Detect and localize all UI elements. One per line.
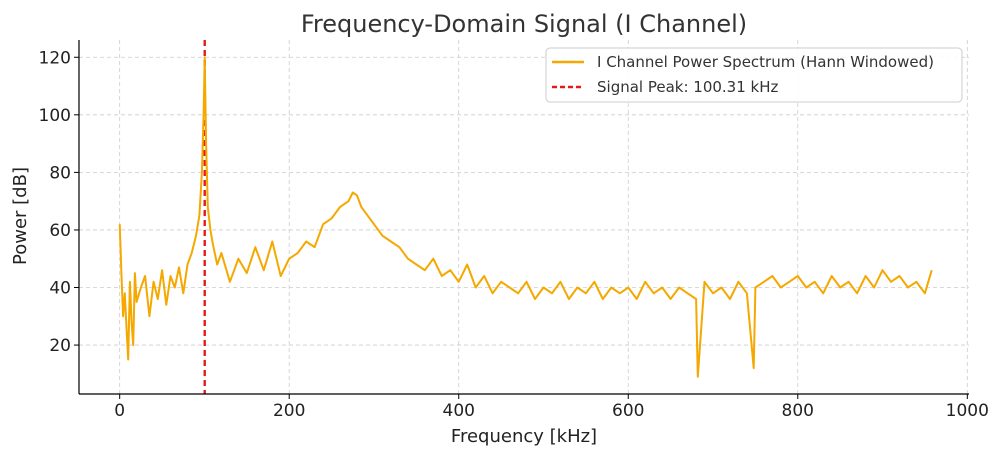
grid [79, 40, 969, 394]
y-tick-label: 100 [39, 106, 71, 126]
axes [74, 40, 969, 399]
y-tick-label: 60 [49, 221, 71, 241]
x-tick-label: 200 [273, 401, 305, 421]
x-tick-label: 1000 [946, 401, 989, 421]
y-axis-label: Power [dB] [10, 167, 31, 265]
x-axis-label: Frequency [kHz] [451, 426, 597, 447]
y-tick-label: 20 [49, 336, 71, 356]
x-tick-label: 400 [443, 401, 475, 421]
y-tick-label: 80 [49, 163, 71, 183]
legend-label: Signal Peak: 100.31 kHz [597, 78, 779, 96]
x-tick-label: 0 [114, 401, 125, 421]
series-lines [118, 56, 933, 378]
y-tick-label: 40 [49, 279, 71, 299]
tick-labels: 0 200 400 600 800 1000 20 40 60 80 100 120 [39, 48, 989, 421]
legend-label: I Channel Power Spectrum (Hann Windowed) [597, 53, 934, 71]
y-tick-label: 120 [39, 48, 71, 68]
legend-box [545, 47, 963, 103]
x-tick-label: 800 [782, 401, 814, 421]
x-tick-label: 600 [612, 401, 644, 421]
chart-title: Frequency-Domain Signal (I Channel) [301, 10, 747, 38]
series-line [118, 56, 933, 378]
legend: I Channel Power Spectrum (Hann Windowed)… [545, 47, 963, 103]
